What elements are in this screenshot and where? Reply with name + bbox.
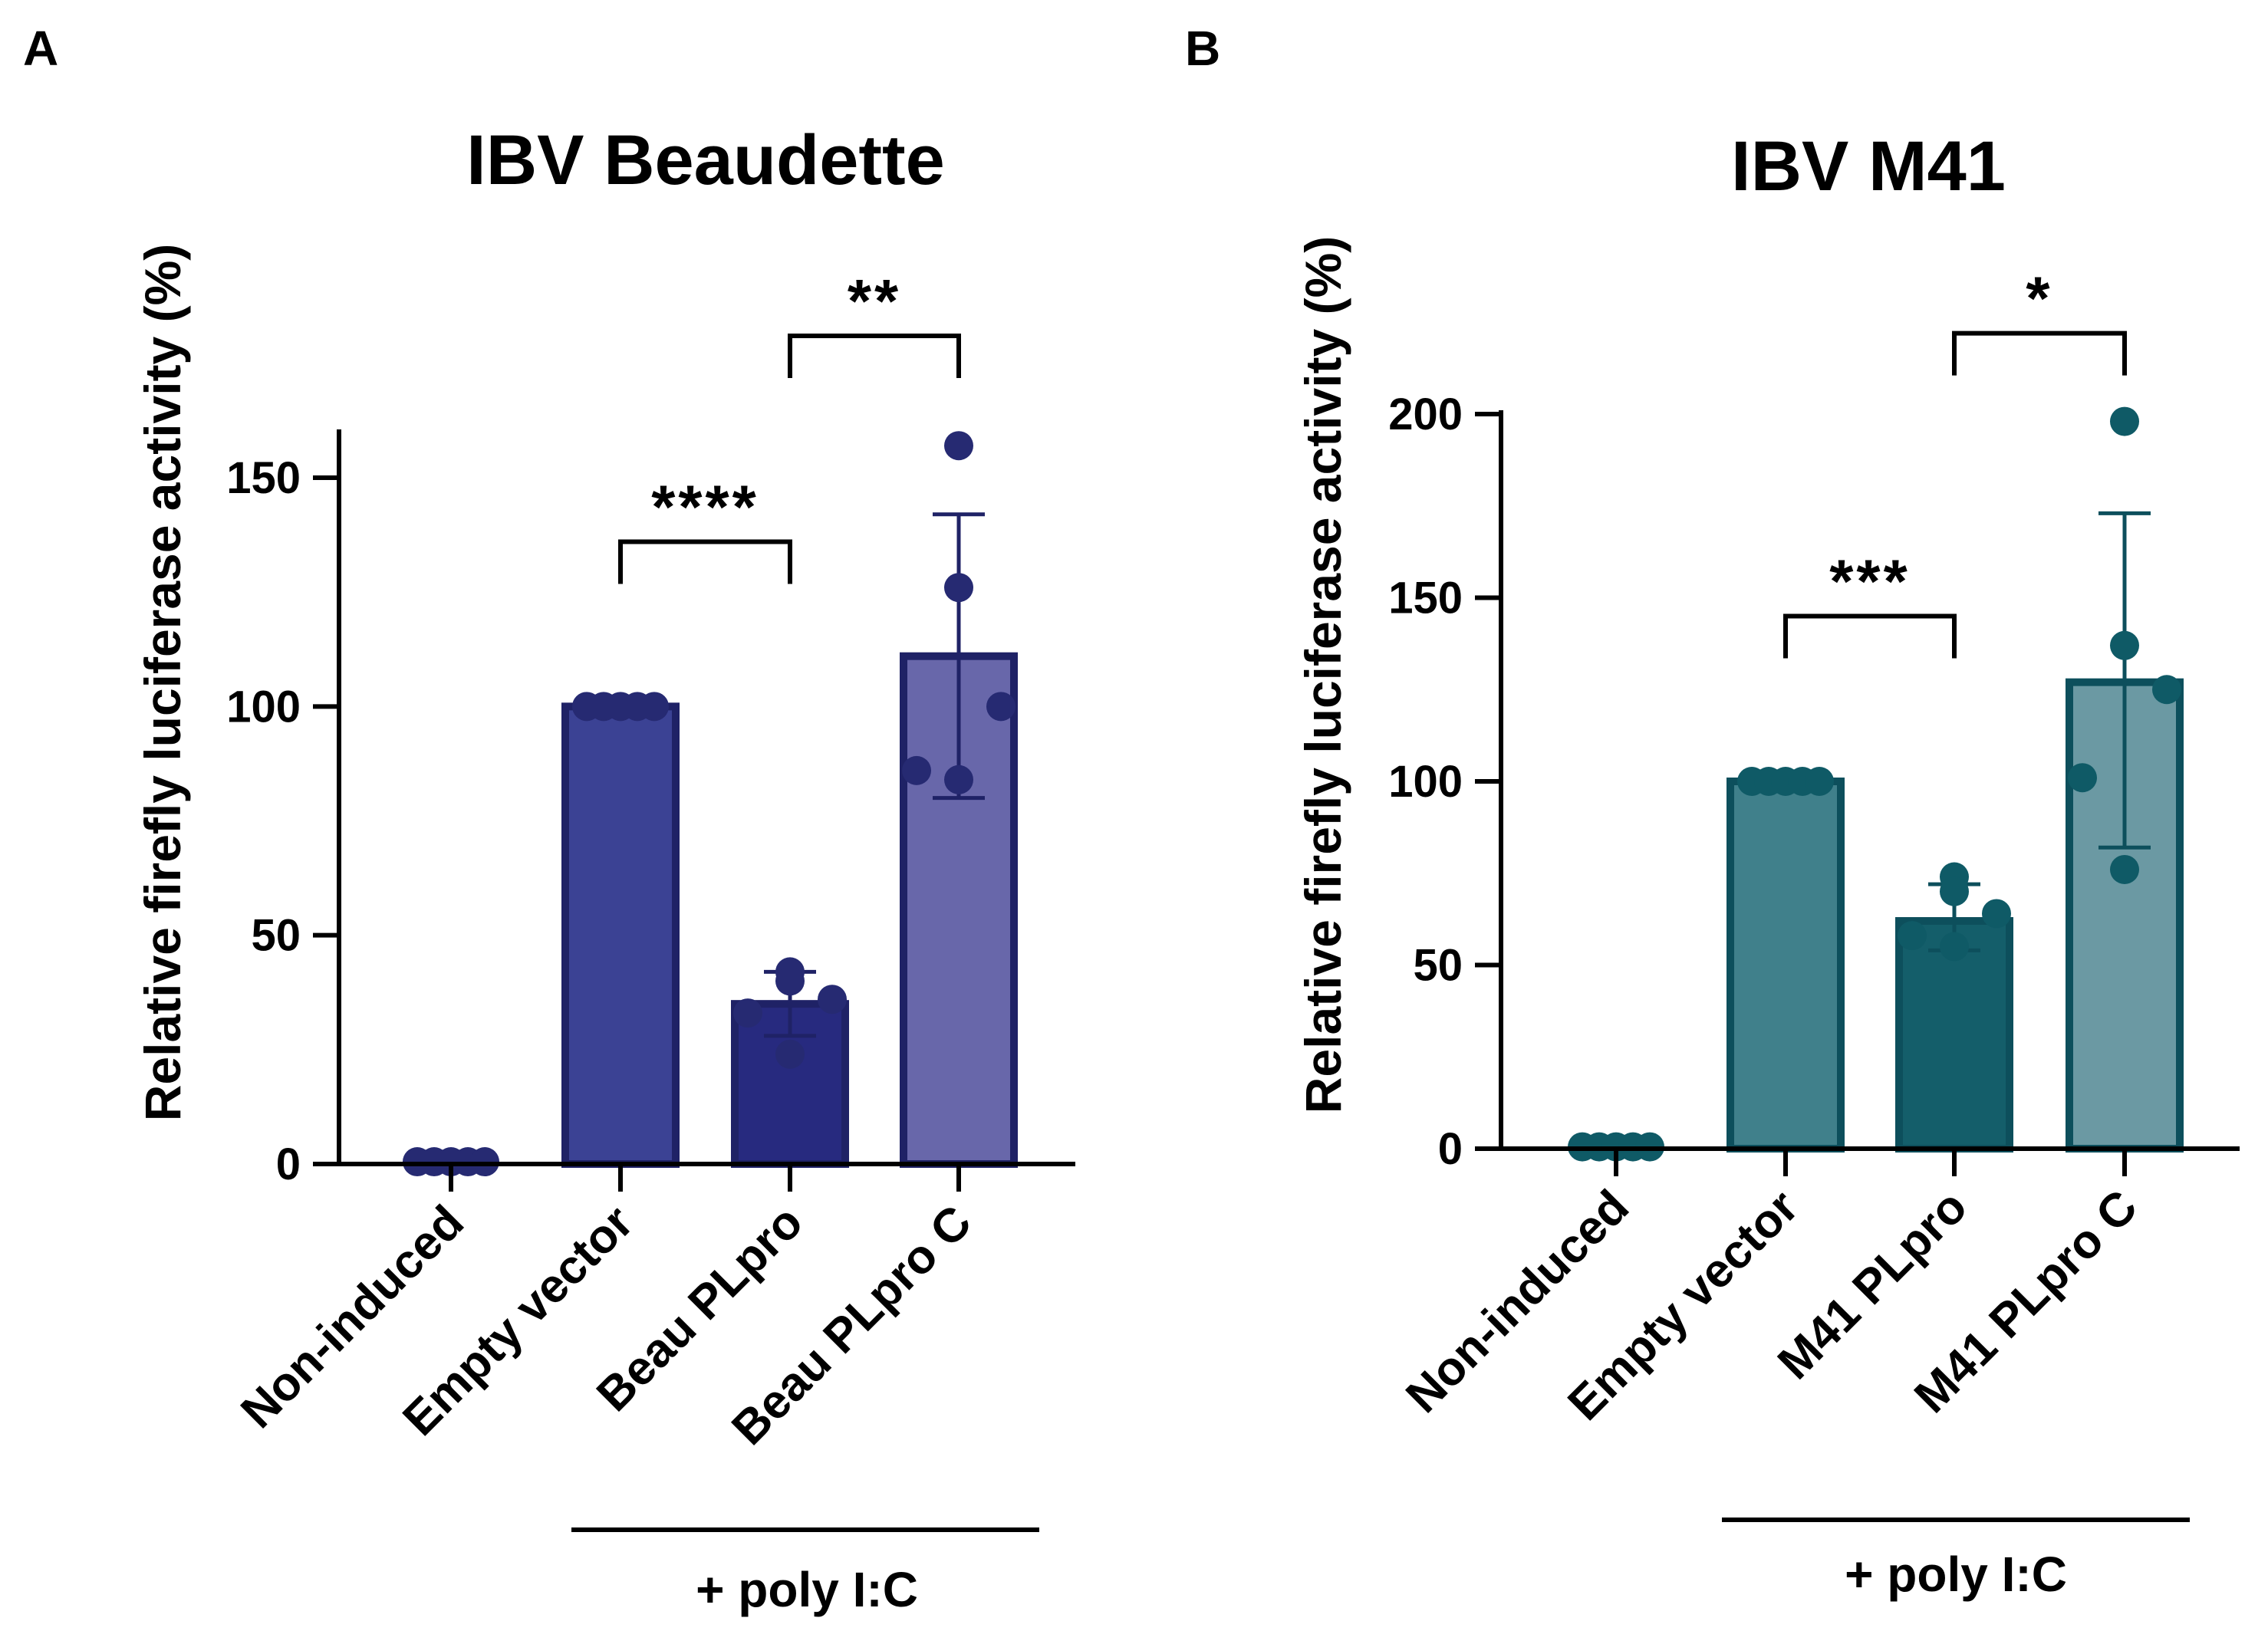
data-point — [1982, 899, 2011, 929]
data-point — [2110, 406, 2139, 436]
y-tick-label: 50 — [1413, 941, 1463, 991]
data-point — [818, 985, 847, 1014]
significance-label: **** — [651, 473, 759, 541]
chart-title: IBV Beaudette — [466, 121, 945, 199]
panel-letter: B — [1185, 21, 1220, 76]
bar-1 — [1727, 778, 1845, 1153]
data-point — [2110, 630, 2139, 660]
data-point — [2152, 675, 2181, 705]
data-point — [902, 755, 931, 785]
data-point — [2068, 763, 2097, 793]
group-label: + poly I:C — [1845, 1547, 2067, 1602]
data-point — [944, 573, 973, 603]
data-point — [1940, 932, 1969, 962]
y-tick-label: 50 — [251, 911, 301, 961]
data-point — [986, 692, 1015, 722]
data-point — [775, 966, 805, 996]
data-point — [944, 431, 973, 461]
panel-letter: A — [23, 21, 58, 76]
y-tick-label: 100 — [226, 682, 301, 732]
data-point — [775, 1039, 805, 1069]
y-tick-label: 150 — [1388, 574, 1463, 623]
y-tick-label: 100 — [1388, 757, 1463, 807]
significance-bracket — [618, 539, 792, 584]
data-point — [733, 998, 762, 1028]
y-tick-label: 0 — [276, 1139, 301, 1189]
significance-label: ** — [848, 267, 901, 335]
significance-bracket — [1783, 613, 1957, 659]
data-point — [640, 692, 669, 722]
data-point — [1898, 921, 1927, 951]
significance-label: * — [2026, 265, 2052, 333]
group-label: + poly I:C — [696, 1562, 918, 1617]
y-tick-label: 0 — [1438, 1124, 1463, 1174]
chart-title: IBV M41 — [1731, 127, 2006, 206]
data-point — [944, 765, 973, 794]
data-point — [2110, 854, 2139, 884]
panel-a: A IBV Beaudette Relative firefly luciferas… — [23, 21, 1075, 1617]
y-axis-label: Relative firefly luciferase activity (%) — [1295, 236, 1351, 1114]
significance-bracket — [1952, 330, 2127, 376]
significance-bracket — [788, 334, 961, 379]
y-tick-label: 150 — [226, 453, 301, 503]
bar-1 — [561, 702, 680, 1168]
panel-b: B IBV M41 Relative firefly luciferase acti… — [1185, 21, 2240, 1602]
y-tick-label: 200 — [1388, 390, 1463, 439]
significance-label: *** — [1829, 547, 1910, 615]
data-point — [1805, 767, 1834, 796]
data-point — [1940, 876, 1969, 906]
y-axis-label: Relative firefly luciferase activity (%) — [134, 244, 191, 1122]
